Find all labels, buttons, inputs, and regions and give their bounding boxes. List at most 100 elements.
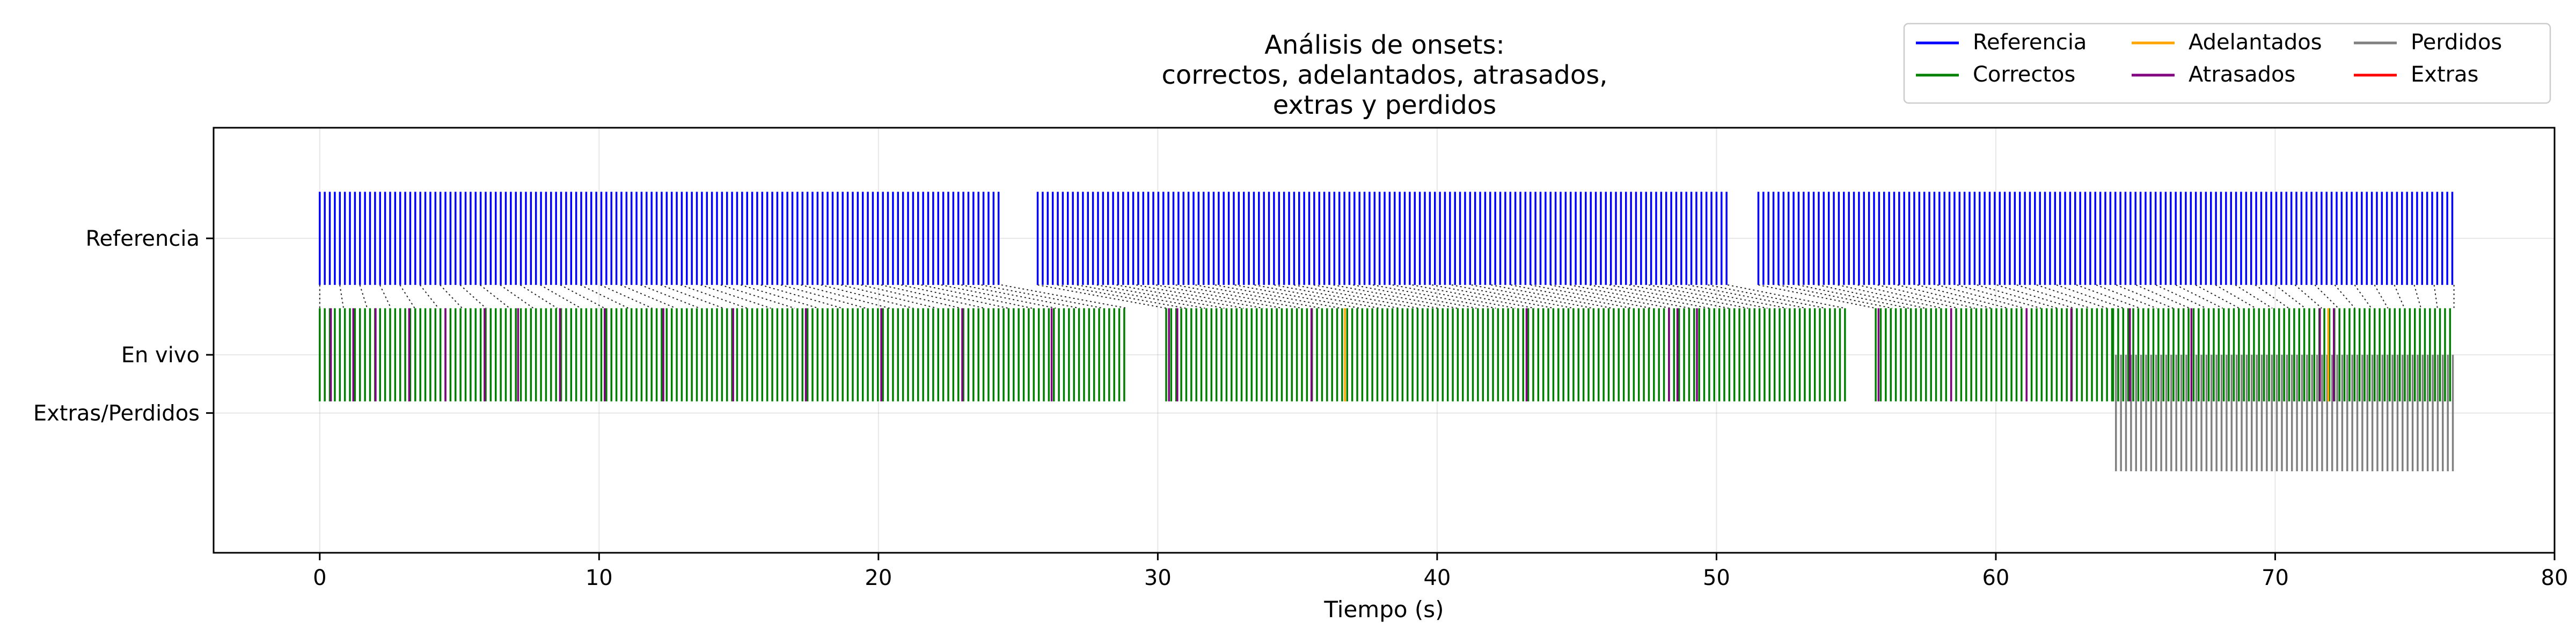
alignment-line — [1451, 284, 1574, 309]
alignment-line — [1037, 284, 1167, 309]
alignment-line — [1589, 284, 1710, 309]
alignment-line — [600, 284, 653, 309]
alignment-line — [379, 284, 392, 309]
y-axis-ticks: Referencia En vivo Extras/Perdidos — [33, 226, 214, 426]
x-tick-label: 70 — [2262, 566, 2289, 590]
legend-label: Perdidos — [2411, 30, 2502, 55]
alignment-line — [1996, 284, 2074, 309]
x-tick-label: 80 — [2541, 566, 2568, 590]
alignment-line — [2016, 284, 2091, 309]
alignment-line — [840, 284, 938, 309]
alignment-line — [1550, 284, 1671, 309]
alignment-line — [2076, 284, 2141, 309]
alignment-line — [1838, 284, 1942, 309]
alignment-line — [1471, 284, 1593, 309]
alignment-line — [2175, 284, 2223, 309]
alignment-line — [440, 284, 463, 309]
alignment-line — [1570, 284, 1690, 309]
alignment-line — [2314, 284, 2339, 309]
legend-label: Referencia — [1973, 30, 2087, 55]
alignment-line — [2116, 284, 2174, 309]
alignment-line — [1857, 284, 1959, 309]
x-tick-label: 30 — [1144, 566, 1172, 590]
alignment-line — [720, 284, 795, 309]
alignment-line — [921, 284, 1033, 309]
alignment-line — [1353, 284, 1477, 309]
y-tick-label: Referencia — [86, 226, 200, 251]
alignment-line — [780, 284, 866, 309]
alignment-line — [1491, 284, 1613, 309]
alignment-line — [2354, 284, 2372, 309]
alignment-line — [1957, 284, 2041, 309]
alignment-line — [419, 284, 439, 309]
plot-frame — [213, 127, 2556, 554]
chart-title-line-2: correctos, adelantados, atrasados, — [1161, 60, 1607, 90]
alignment-line — [640, 284, 700, 309]
alignment-line — [1897, 284, 1992, 309]
legend-label: Adelantados — [2189, 30, 2322, 55]
alignment-line — [2235, 284, 2273, 309]
alignment-line — [2135, 284, 2190, 309]
alignment-line — [540, 284, 581, 309]
y-tick-label: En vivo — [121, 343, 200, 368]
alignment-line — [2334, 284, 2355, 309]
alignment-line — [821, 284, 914, 309]
alignment-line — [1818, 284, 1926, 309]
chart-title-line-3: extras y perdidos — [1273, 90, 1497, 120]
alignment-line — [580, 284, 629, 309]
alignment-line — [1688, 284, 1806, 309]
alignment-line — [399, 284, 415, 309]
legend-label: Correctos — [1973, 62, 2075, 87]
alignment-line — [1057, 284, 1186, 309]
alignment-line — [1708, 284, 1826, 309]
chart-title: Análisis de onsets: correctos, adelantad… — [1161, 30, 1607, 120]
x-tick-label: 0 — [313, 566, 326, 590]
chart-title-line-1: Análisis de onsets: — [1264, 30, 1505, 60]
alignment-line — [760, 284, 843, 309]
alignment-line — [1798, 284, 1909, 309]
x-axis-ticks: 0 10 20 30 40 50 60 70 80 — [313, 553, 2568, 590]
alignment-line — [700, 284, 771, 309]
alignment-line — [1136, 284, 1263, 309]
alignment-line — [1530, 284, 1651, 309]
alignment-line — [1412, 284, 1535, 309]
alignment-line — [620, 284, 676, 309]
alignment-line — [2374, 284, 2389, 309]
alignment-line — [1728, 284, 1846, 309]
alignment-line — [2294, 284, 2322, 309]
alignment-line — [881, 284, 985, 309]
alignment-line — [1116, 284, 1244, 309]
legend: Referencia Correctos Adelantados Atrasados P… — [1903, 23, 2551, 104]
alignment-line — [1372, 284, 1496, 309]
alignment-line — [1096, 284, 1225, 309]
alignment-line — [2215, 284, 2256, 309]
x-tick-label: 50 — [1703, 566, 1730, 590]
alignment-line — [1649, 284, 1768, 309]
alignment-line — [1432, 284, 1554, 309]
alignment-line — [961, 284, 1080, 309]
x-tick-label: 60 — [1982, 566, 2009, 590]
alignment-line — [981, 284, 1104, 309]
alignment-line — [1758, 284, 1876, 309]
data-marks — [319, 192, 2455, 472]
alignment-line — [1977, 284, 2058, 309]
x-axis-label: Tiempo (s) — [1323, 596, 1444, 623]
x-tick-label: 10 — [586, 566, 613, 590]
alignment-line — [1609, 284, 1729, 309]
legend-label: Extras — [2411, 62, 2478, 87]
x-tick-label: 20 — [865, 566, 892, 590]
alignment-line — [1668, 284, 1787, 309]
alignment-line — [1917, 284, 2008, 309]
alignment-line — [1077, 284, 1205, 309]
alignment-line — [1392, 284, 1516, 309]
alignment-line — [680, 284, 748, 309]
alignment-line — [459, 284, 487, 309]
alignment-line — [1510, 284, 1632, 309]
legend-label: Atrasados — [2189, 62, 2295, 87]
alignment-line — [901, 284, 1009, 309]
alignment-line — [480, 284, 510, 309]
x-tick-label: 40 — [1423, 566, 1451, 590]
alignment-line — [519, 284, 558, 309]
